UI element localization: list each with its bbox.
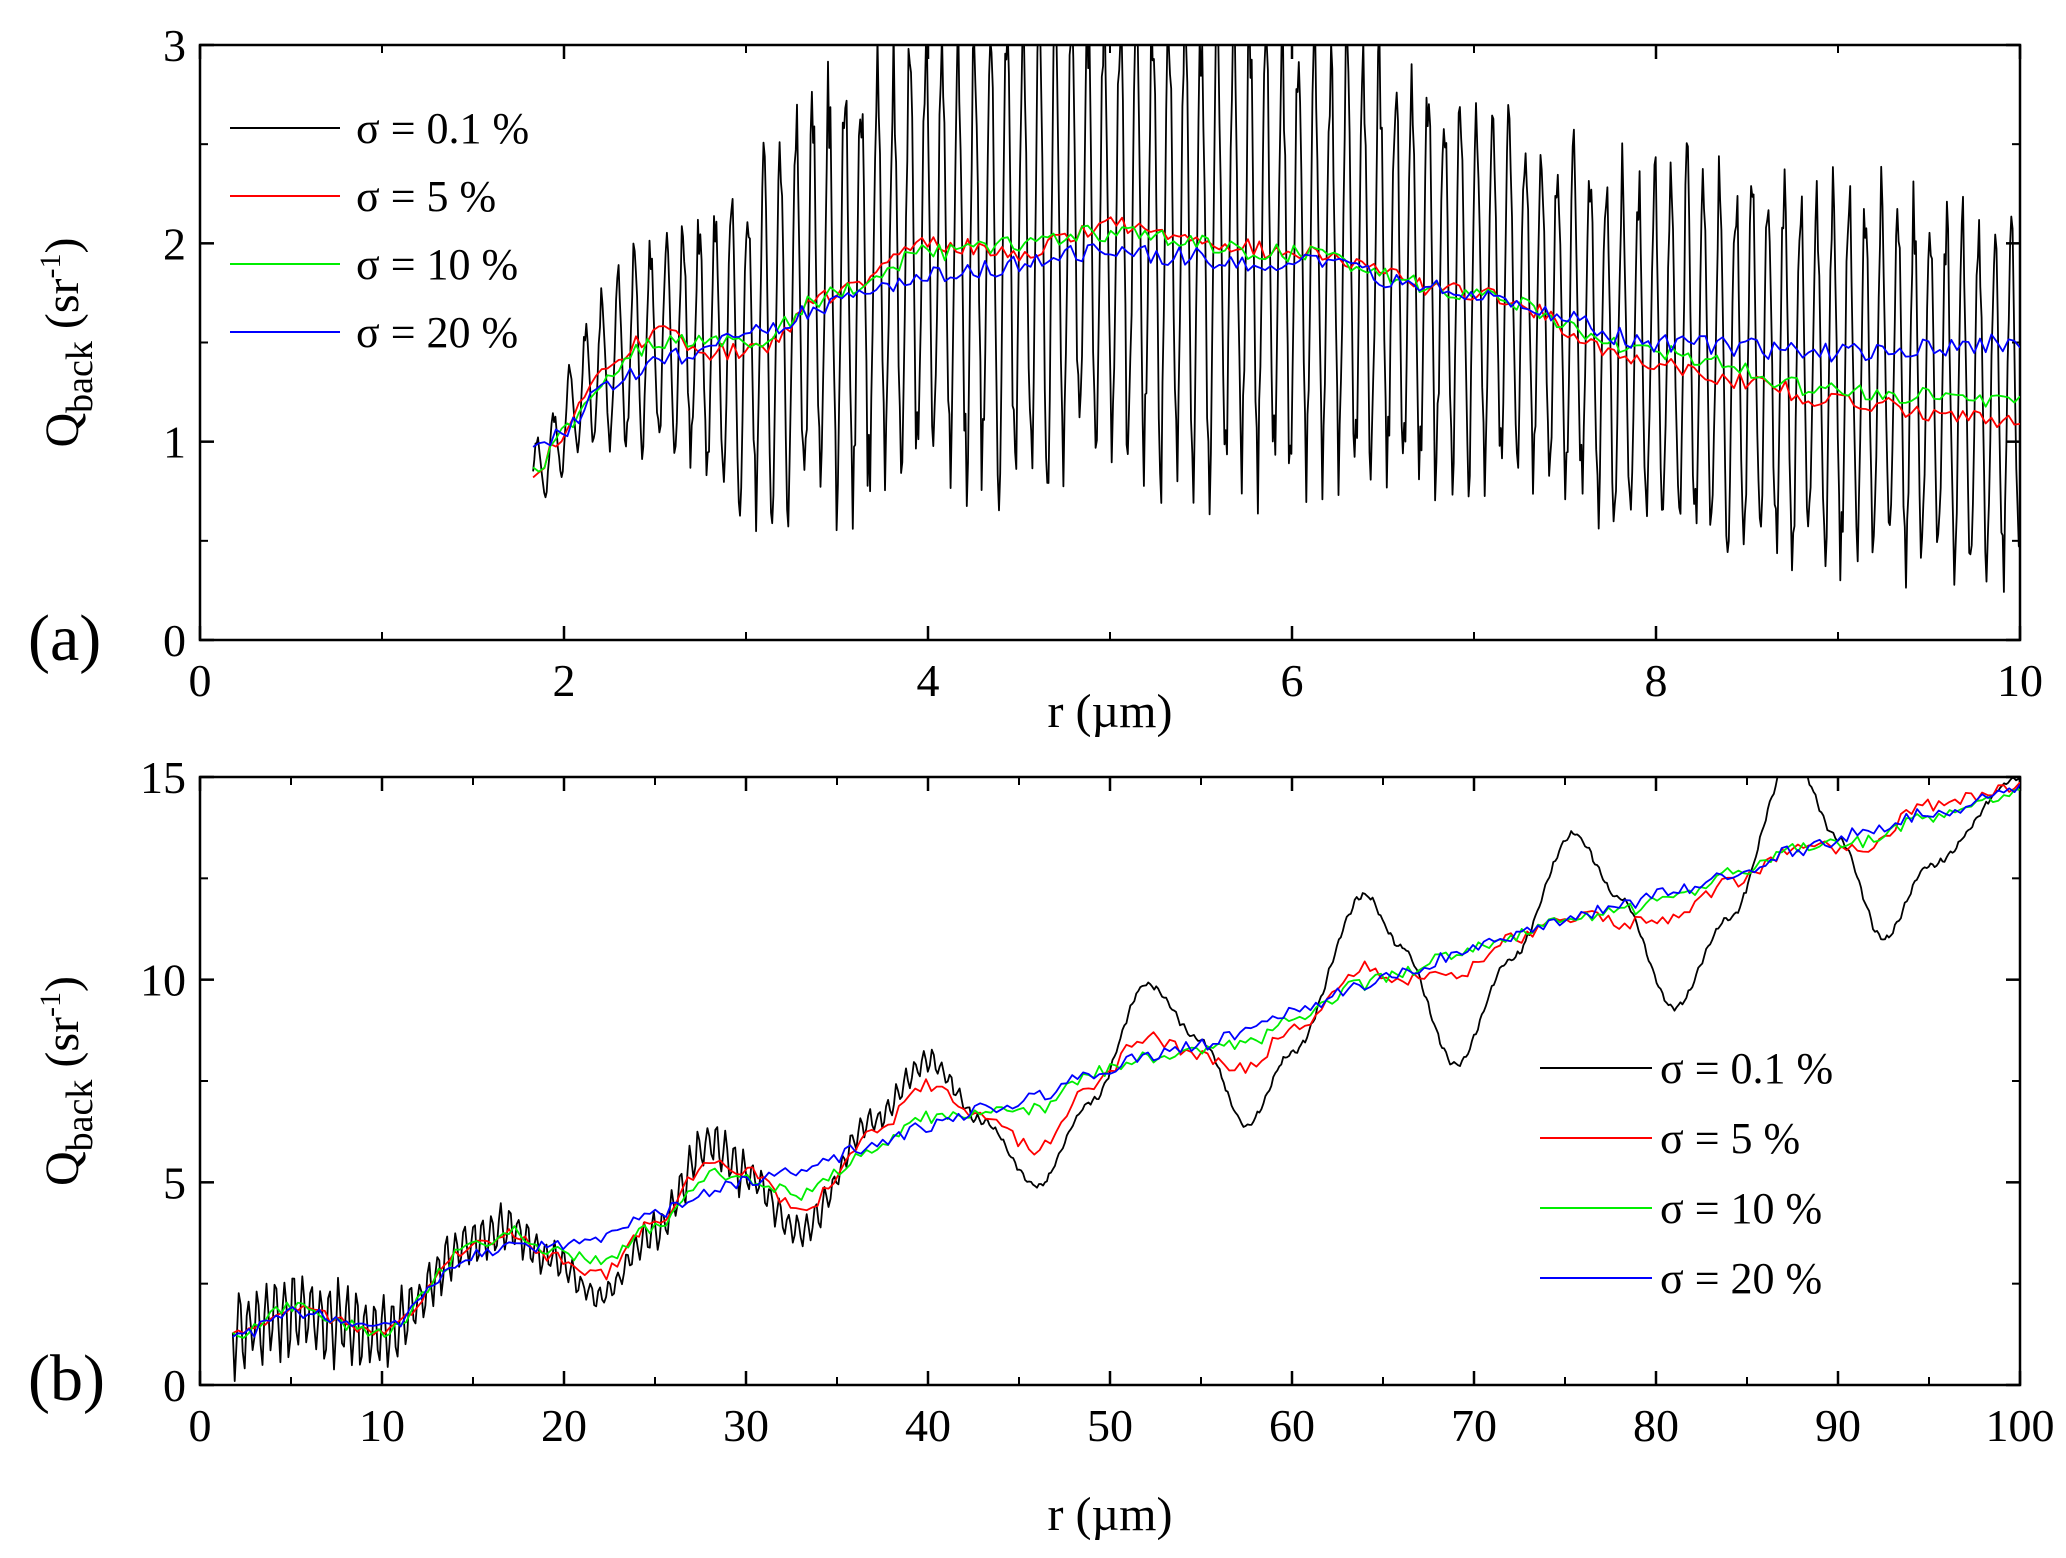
legend-label: σ = 20 % <box>1660 1254 1822 1303</box>
series-line-5 <box>232 781 2020 1336</box>
x-tick-label: 2 <box>553 655 576 706</box>
x-tick-label: 100 <box>1986 1400 2055 1451</box>
legend-label: σ = 20 % <box>356 308 518 357</box>
y-axis-title-exp: -1 <box>34 253 67 278</box>
x-tick-label: 80 <box>1633 1400 1679 1451</box>
y-axis-title-exp: -1 <box>34 992 67 1017</box>
y-axis-title-unit: (sr <box>36 278 89 341</box>
x-tick-label: 6 <box>1281 655 1304 706</box>
legend-label: σ = 0.1 % <box>356 104 529 153</box>
y-axis-title-sub: back <box>59 1080 101 1152</box>
series-line-0-1 <box>532 45 2020 593</box>
x-tick-label: 40 <box>905 1400 951 1451</box>
panel-a: 0 2 4 6 8 10 0 1 2 3 r (µm) Qback (sr-1) (a) σ = 0.1 … <box>28 20 2043 738</box>
y-tick-label: 5 <box>163 1157 186 1208</box>
x-tick-label: 10 <box>359 1400 405 1451</box>
y-axis-title: Qback (sr-1) <box>34 976 101 1186</box>
y-tick-label: 2 <box>163 218 186 269</box>
x-tick-label: 4 <box>917 655 940 706</box>
y-axis-title-close: ) <box>36 237 89 253</box>
x-tick-label: 30 <box>723 1400 769 1451</box>
y-axis-title: Qback (sr-1) <box>34 237 101 447</box>
legend-label: σ = 10 % <box>1660 1184 1822 1233</box>
x-tick-label: 50 <box>1087 1400 1133 1451</box>
legend-label: σ = 5 % <box>1660 1114 1800 1163</box>
legend: σ = 0.1 % σ = 5 % σ = 10 % σ = 20 % <box>230 104 529 357</box>
x-tick-label: 0 <box>189 655 212 706</box>
legend: σ = 0.1 % σ = 5 % σ = 10 % σ = 20 % <box>1540 1044 1833 1303</box>
panel-label: (a) <box>28 602 101 675</box>
y-tick-label: 0 <box>163 615 186 666</box>
x-tick-label: 0 <box>189 1400 212 1451</box>
x-tick-label: 10 <box>1997 655 2043 706</box>
y-tick-label: 3 <box>163 20 186 71</box>
series-line-20 <box>532 243 2020 448</box>
x-tick-label: 70 <box>1451 1400 1497 1451</box>
panel-b: 0 10 20 30 40 50 60 70 80 90 100 0 5 10 15 r (µm) Qback … <box>28 752 2055 1541</box>
x-tick-label: 20 <box>541 1400 587 1451</box>
x-tick-label: 8 <box>1645 655 1668 706</box>
x-tick-label: 60 <box>1269 1400 1315 1451</box>
legend-label: σ = 10 % <box>356 240 518 289</box>
y-axis-title-sub: back <box>59 341 101 413</box>
series-group <box>532 45 2020 593</box>
y-tick-label: 15 <box>140 752 186 803</box>
legend-label: σ = 5 % <box>356 172 496 221</box>
series-line-10 <box>532 224 2020 473</box>
y-axis-title-close: ) <box>36 976 89 992</box>
panel-label: (b) <box>28 1342 105 1415</box>
y-axis-title-main: Q <box>36 1151 89 1186</box>
series-group <box>231 777 2020 1382</box>
y-tick-label: 1 <box>163 417 186 468</box>
x-axis-title: r (µm) <box>1048 1488 1173 1541</box>
x-tick-label: 90 <box>1815 1400 1861 1451</box>
y-tick-label: 10 <box>140 955 186 1006</box>
y-tick-label: 0 <box>163 1360 186 1411</box>
series-line-0-1 <box>231 777 2020 1382</box>
legend-label: σ = 0.1 % <box>1660 1044 1833 1093</box>
series-line-10 <box>232 788 2020 1339</box>
series-line-20 <box>232 783 2020 1338</box>
x-axis-title: r (µm) <box>1048 685 1173 738</box>
y-axis-title-unit: (sr <box>36 1017 89 1080</box>
y-axis-title-main: Q <box>36 413 89 448</box>
